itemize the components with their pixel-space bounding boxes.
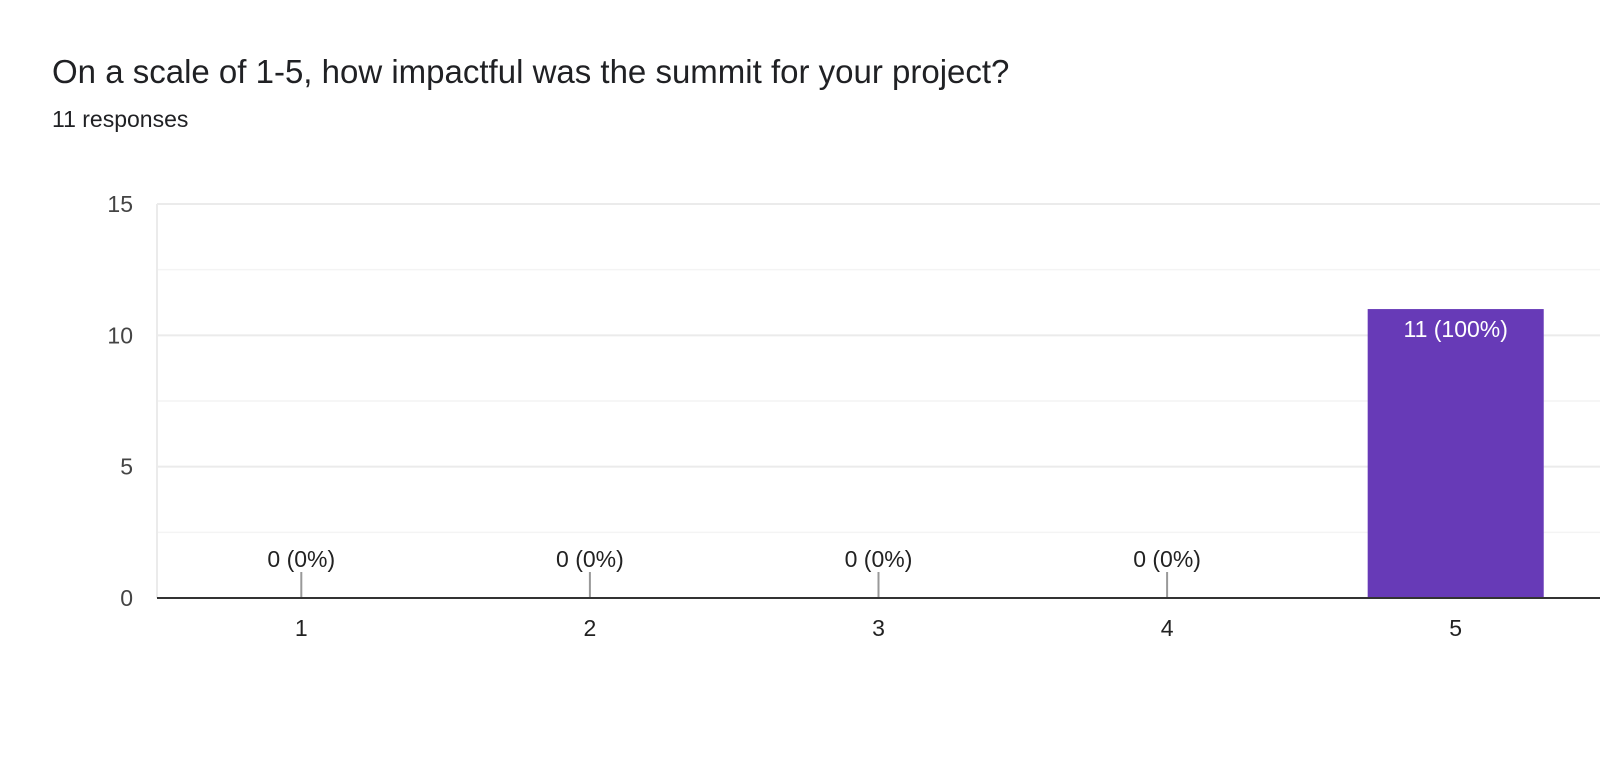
y-tick-label: 15 — [107, 191, 133, 217]
data-label: 0 (0%) — [845, 546, 913, 572]
data-label: 0 (0%) — [556, 546, 624, 572]
data-label: 0 (0%) — [267, 546, 335, 572]
data-label: 0 (0%) — [1133, 546, 1201, 572]
x-tick-label: 1 — [295, 615, 308, 641]
data-label: 11 (100%) — [1403, 316, 1507, 342]
bar — [1367, 309, 1544, 598]
y-tick-label: 5 — [120, 454, 133, 480]
x-tick-label: 4 — [1161, 615, 1174, 641]
response-count: 11 responses — [52, 106, 189, 132]
question-title: On a scale of 1-5, how impactful was the… — [52, 53, 1010, 90]
y-tick-label: 10 — [107, 322, 133, 348]
x-tick-label: 3 — [872, 615, 885, 641]
y-tick-label: 0 — [120, 585, 133, 611]
x-tick-label: 5 — [1449, 615, 1462, 641]
x-tick-label: 2 — [584, 615, 597, 641]
